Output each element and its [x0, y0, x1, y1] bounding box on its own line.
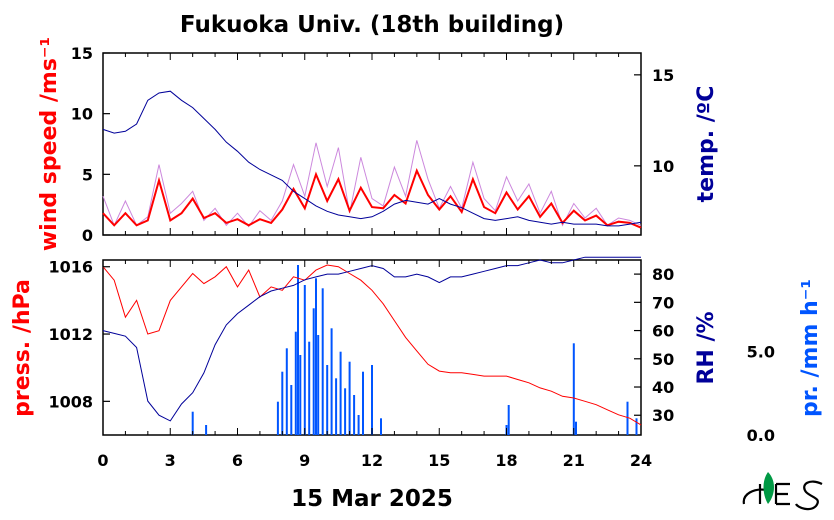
press-rh-ticks: 1008 1012 1016 30 40 50 60 70 80 0.0 5.0 — [48, 258, 775, 445]
precip-bar — [348, 361, 351, 435]
temp-series — [102, 90, 642, 227]
temp-axis-label: temp. /ºC — [694, 86, 719, 203]
precip-bar — [308, 341, 311, 435]
wind-avg-series — [102, 168, 642, 229]
y-tick-label: 15 — [652, 66, 674, 85]
precip-bar — [572, 343, 575, 435]
y-tick-label: 5 — [82, 165, 93, 184]
x-tick-label: 6 — [232, 451, 243, 470]
y-tick-label: 70 — [652, 293, 674, 312]
x-tick-label: 0 — [97, 451, 108, 470]
chart-title: Fukuoka Univ. (18th building) — [180, 12, 564, 38]
precip-bar — [321, 288, 324, 435]
wind-axis-label: wind speed /ms⁻¹ — [37, 37, 62, 251]
precip-bar — [290, 385, 293, 435]
y-tick-label: 10 — [652, 157, 674, 176]
precip-bar — [357, 415, 360, 435]
precip-bars — [191, 265, 638, 435]
x-tick-label: 3 — [165, 451, 176, 470]
precip-bar — [330, 328, 333, 435]
pressure-series — [102, 264, 642, 426]
precip-bar — [285, 348, 288, 435]
precip-bar — [205, 425, 208, 435]
y-tick-label: 0 — [82, 226, 93, 245]
precip-bar — [303, 285, 306, 435]
wind-temp-panel: 0 5 10 15 10 15 wind speed /ms⁻¹ temp. /ºC — [37, 37, 719, 251]
precip-axis-label: pr. /mm h⁻¹ — [798, 279, 823, 417]
logo-ies-icon — [742, 472, 823, 511]
precip-bar — [317, 335, 320, 435]
x-tick-label: 21 — [563, 451, 585, 470]
y-tick-label: 30 — [652, 406, 674, 425]
y-tick-label: 40 — [652, 378, 674, 397]
x-tick-label: 18 — [495, 451, 517, 470]
y-tick-label: 50 — [652, 350, 674, 369]
precip-bar — [281, 371, 284, 435]
precip-bar — [335, 378, 338, 435]
rh-axis-label: RH /% — [694, 311, 719, 384]
precip-bar — [507, 405, 510, 435]
press-rh-panel: 1008 1012 1016 30 40 50 60 70 80 0.0 5.0 press. /h… — [10, 256, 823, 445]
precip-tick-label: 5.0 — [747, 343, 775, 362]
precip-bar — [297, 265, 299, 435]
x-tick-label: 15 — [428, 451, 450, 470]
x-tick-label: 9 — [299, 451, 310, 470]
y-tick-label: 15 — [71, 44, 93, 63]
x-tick-label: 12 — [361, 451, 383, 470]
pressure-axis-label: press. /hPa — [10, 279, 35, 417]
y-tick-label: 1012 — [48, 325, 93, 344]
y-tick-label: 60 — [652, 322, 674, 341]
x-tick-labels: 0 3 6 9 12 15 18 21 24 — [97, 451, 652, 470]
precip-bar — [326, 365, 329, 435]
precip-bar — [339, 351, 342, 435]
precip-bar — [315, 278, 317, 435]
precip-bar — [635, 418, 638, 435]
y-tick-label: 10 — [71, 105, 93, 124]
precip-bar — [353, 395, 356, 435]
y-tick-label: 80 — [652, 265, 674, 284]
wind-fine-series — [102, 140, 642, 228]
wind-temp-ticks: 0 5 10 15 10 15 — [71, 44, 675, 245]
precip-bar — [299, 355, 302, 435]
precip-tick-label: 0.0 — [747, 426, 775, 445]
precip-bar — [276, 401, 279, 435]
date-label: 15 Mar 2025 — [291, 486, 453, 512]
precip-bar — [294, 331, 297, 435]
precip-bar — [575, 421, 577, 435]
precip-bar — [312, 308, 315, 435]
precip-bar — [626, 401, 629, 435]
precip-bar — [344, 388, 347, 435]
precip-bar — [191, 411, 194, 435]
precip-bar — [371, 365, 373, 435]
y-tick-label: 1008 — [48, 392, 93, 411]
x-tick-label: 24 — [630, 451, 652, 470]
y-tick-label: 1016 — [48, 258, 93, 277]
precip-bar — [362, 371, 364, 435]
precip-bar — [380, 418, 382, 435]
